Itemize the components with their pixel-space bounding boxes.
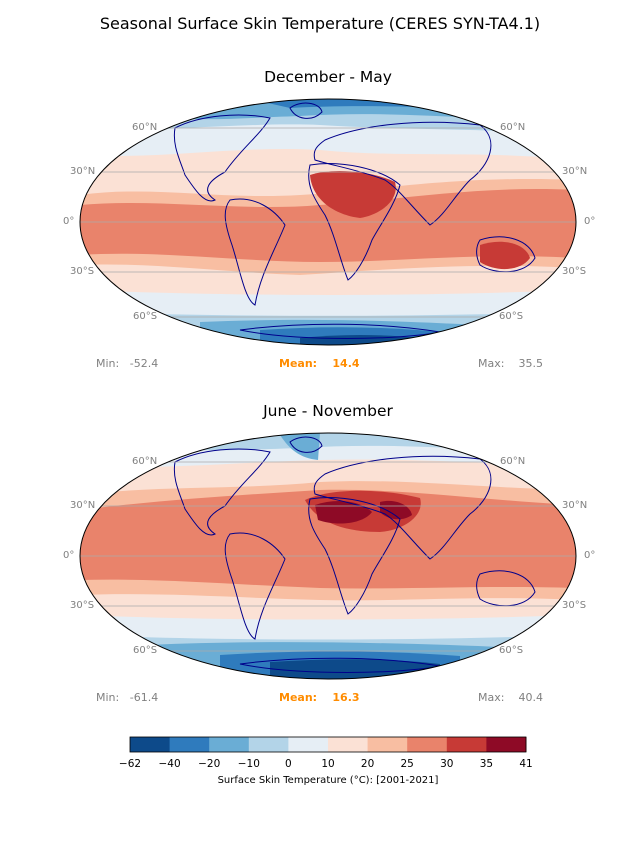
- colorbar-swatch: [446, 737, 487, 752]
- colorbar-swatch: [288, 737, 329, 752]
- lat-label-eq-left-2: 0°: [63, 550, 75, 561]
- lat-label-60n-left-1: 60°N: [132, 122, 158, 133]
- lat-label-eq-right-2: 0°: [584, 550, 596, 561]
- colorbar-swatch: [130, 737, 171, 752]
- stat-mean-2: Mean: 16.3: [279, 691, 360, 704]
- colorbar-tick-label: 41: [519, 758, 533, 770]
- colorbar-tick-label: 20: [360, 758, 375, 770]
- colorbar-swatch: [486, 737, 527, 752]
- lat-label-eq-right-1: 0°: [584, 216, 596, 227]
- map-dec-may: [80, 99, 576, 345]
- lat-label-60s-right-1: 60°S: [499, 311, 524, 322]
- colorbar-tick-label: 35: [479, 758, 494, 770]
- colorbar-swatch: [367, 737, 408, 752]
- colorbar-swatch: [169, 737, 210, 752]
- stat-min-2: Min: -61.4: [96, 691, 159, 704]
- colorbar-tick-label: 0: [285, 758, 292, 770]
- colorbar-label: Surface Skin Temperature (°C): [2001-202…: [217, 775, 439, 786]
- lat-label-30s-left-2: 30°S: [70, 600, 95, 611]
- colorbar-tick-label: 25: [400, 758, 414, 770]
- lat-label-60n-right-1: 60°N: [500, 122, 526, 133]
- colorbar-tick-label: 30: [440, 758, 454, 770]
- colorbar: [130, 737, 527, 752]
- colorbar-tick-label: −62: [118, 758, 142, 770]
- lat-label-60n-left-2: 60°N: [132, 456, 158, 467]
- lat-label-30n-right-2: 30°N: [562, 500, 588, 511]
- colorbar-swatch: [209, 737, 250, 752]
- colorbar-tick-label: −10: [237, 758, 260, 770]
- lat-label-30n-right-1: 30°N: [562, 166, 588, 177]
- colorbar-tick-label: 10: [321, 758, 335, 770]
- lat-label-30s-left-1: 30°S: [70, 266, 95, 277]
- lat-label-30n-left-1: 30°N: [70, 166, 96, 177]
- lat-label-60s-right-2: 60°S: [499, 645, 524, 656]
- lat-label-eq-left-1: 0°: [63, 216, 75, 227]
- colorbar-tick-label: −40: [158, 758, 181, 770]
- lat-label-60n-right-2: 60°N: [500, 456, 526, 467]
- map-border-dec-may: [79, 98, 577, 346]
- stat-max-1: Max: 35.5: [478, 357, 543, 370]
- colorbar-tick-label: −20: [198, 758, 221, 770]
- stat-mean-1: Mean: 14.4: [279, 357, 360, 370]
- map-jun-nov: [80, 433, 576, 679]
- lat-label-60s-left-1: 60°S: [133, 311, 158, 322]
- colorbar-ticks: −62 −40 −20 −10 0 10 20 25 30 35 41: [0, 758, 640, 772]
- colorbar-swatch: [328, 737, 369, 752]
- lat-label-30s-right-2: 30°S: [562, 600, 587, 611]
- colorbar-swatch: [407, 737, 448, 752]
- lat-label-30s-right-1: 30°S: [562, 266, 587, 277]
- figure-title: Seasonal Surface Skin Temperature (CERES…: [99, 14, 541, 33]
- panel-title-dec-may: December - May: [264, 68, 392, 86]
- lat-label-30n-left-2: 30°N: [70, 500, 96, 511]
- stat-min-1: Min: -52.4: [96, 357, 159, 370]
- panel-title-jun-nov: June - November: [263, 402, 393, 420]
- lat-label-60s-left-2: 60°S: [133, 645, 158, 656]
- stat-max-2: Max: 40.4: [478, 691, 543, 704]
- colorbar-swatch: [248, 737, 289, 752]
- map-border-jun-nov: [79, 432, 577, 680]
